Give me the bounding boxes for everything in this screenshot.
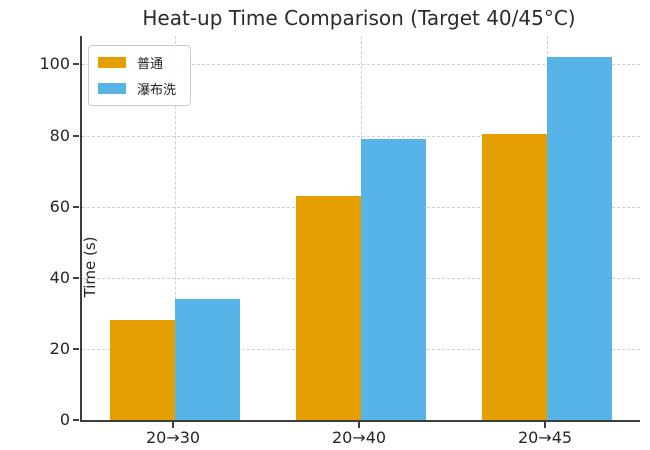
chart-title: Heat-up Time Comparison (Target 40/45°C) — [142, 6, 576, 30]
y-tick-mark — [73, 134, 79, 137]
legend-label-waterfall-wash: 瀑布洗 — [137, 83, 177, 98]
y-tick-label: 60 — [49, 196, 70, 216]
vertical-gridline — [175, 36, 176, 420]
x-tick-mark — [358, 422, 360, 428]
x-tick-mark — [544, 422, 546, 428]
y-tick-mark — [73, 63, 79, 66]
bar-normal-2 — [482, 133, 547, 420]
legend-item-waterfall-wash: 瀑布洗 — [98, 79, 176, 98]
plot-area: Time (s) 普通瀑布洗 — [80, 36, 640, 422]
legend-swatch-waterfall-wash — [98, 83, 126, 94]
legend-item-normal: 普通 — [98, 53, 176, 72]
bar-waterfall-wash-0 — [175, 299, 240, 420]
bar-waterfall-wash-1 — [361, 139, 426, 420]
y-tick-mark — [73, 419, 79, 421]
bar-normal-1 — [296, 196, 361, 420]
x-tick-label: 20→45 — [517, 428, 573, 447]
y-tick-label: 40 — [49, 267, 70, 287]
y-tick-mark — [73, 276, 79, 279]
legend-label-normal: 普通 — [137, 57, 164, 72]
legend: 普通 瀑布洗 — [88, 45, 192, 106]
y-tick-mark — [73, 347, 79, 350]
legend-swatch-normal — [98, 57, 126, 68]
y-tick-label: 20 — [49, 338, 70, 358]
x-tick-label: 20→40 — [331, 428, 387, 447]
y-tick-mark — [73, 205, 79, 208]
bar-waterfall-wash-2 — [547, 57, 612, 420]
y-axis-label: Time (s) — [81, 236, 99, 298]
x-tick-mark — [172, 422, 174, 428]
bar-normal-0 — [110, 320, 175, 420]
y-tick-label: 0 — [59, 410, 70, 429]
y-tick-label: 100 — [39, 54, 70, 74]
x-tick-label: 20→30 — [145, 428, 201, 447]
y-tick-label: 80 — [49, 125, 70, 145]
